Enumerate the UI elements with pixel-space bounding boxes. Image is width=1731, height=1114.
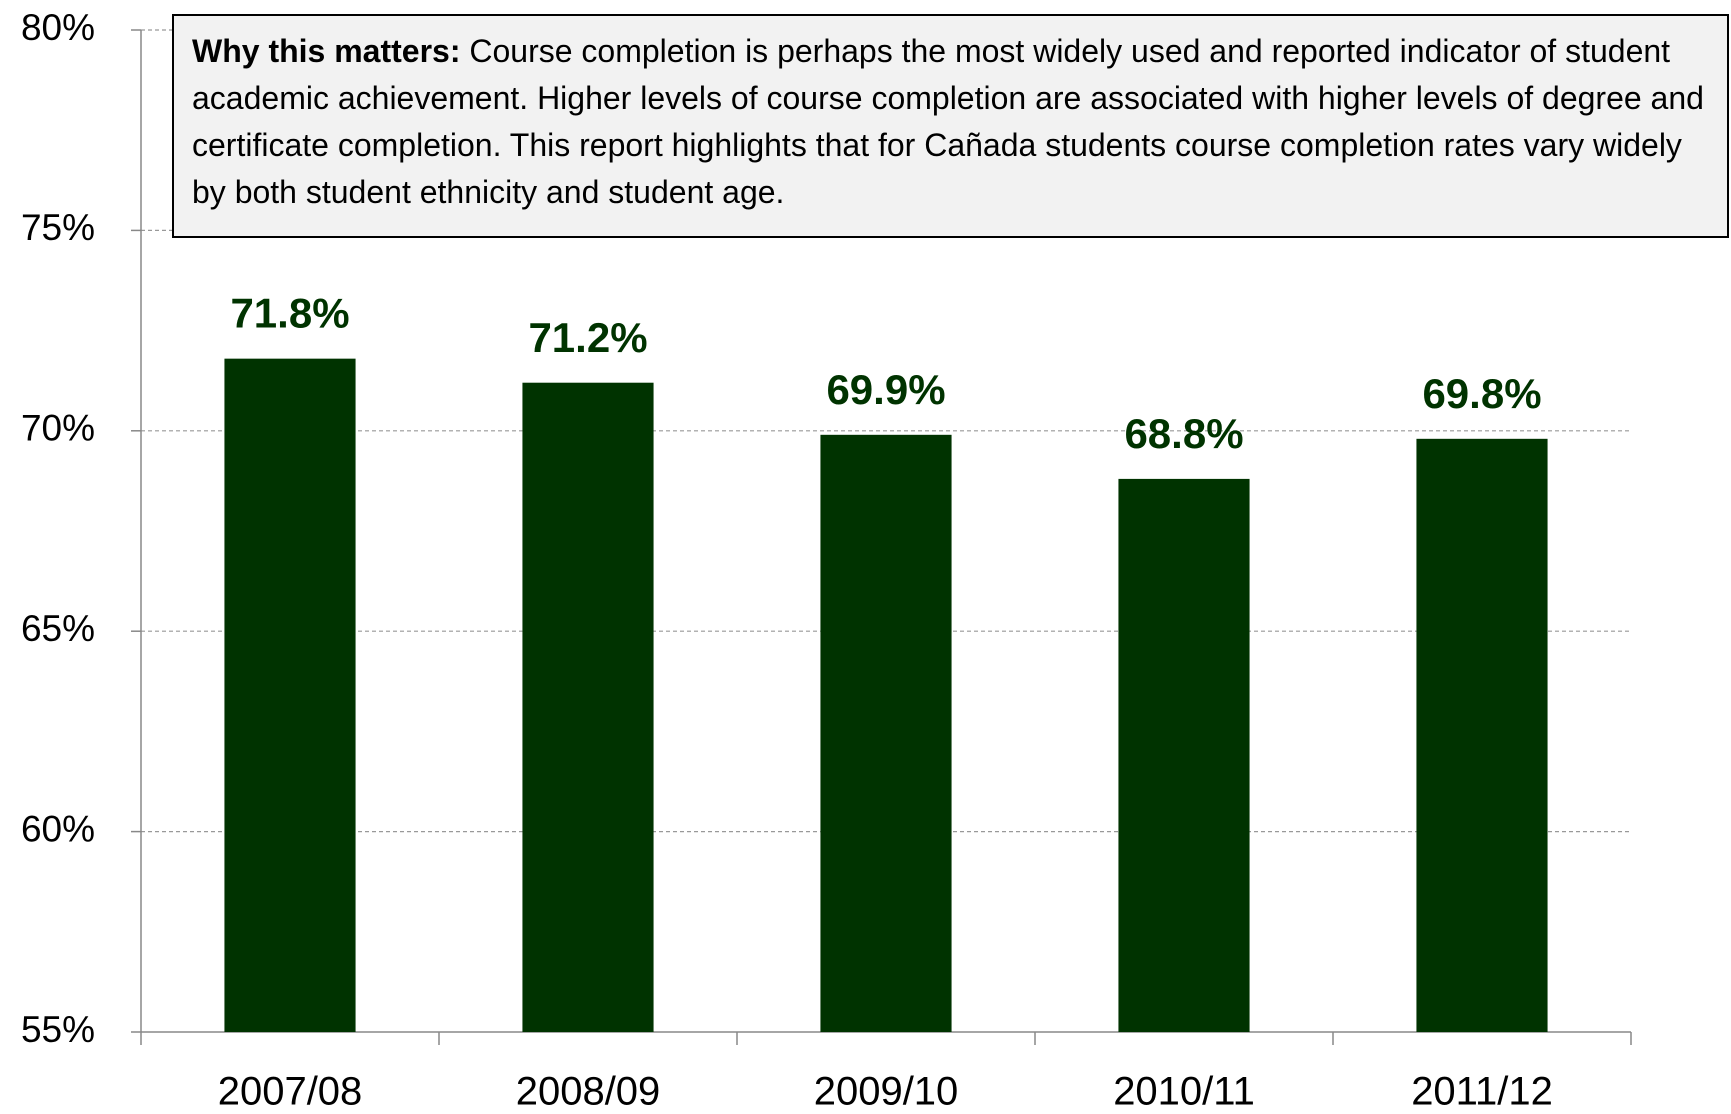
bar: [224, 358, 356, 1032]
value-label: 71.2%: [528, 314, 647, 361]
bar: [1416, 438, 1548, 1032]
bar: [1118, 478, 1250, 1032]
annotation-box: Why this matters: Course completion is p…: [172, 14, 1729, 238]
y-tick-label: 70%: [21, 408, 95, 449]
bar: [820, 434, 952, 1033]
x-tick-label: 2009/10: [814, 1070, 959, 1114]
annotation-text: Course completion is perhaps the most wi…: [192, 33, 1704, 210]
y-tick-label: 75%: [21, 207, 95, 248]
bar: [522, 382, 654, 1033]
value-label: 69.8%: [1422, 370, 1541, 417]
annotation-label: Why this matters:: [192, 33, 461, 69]
x-tick-label: 2007/08: [218, 1070, 363, 1114]
y-tick-label: 60%: [21, 808, 95, 849]
x-tick-label: 2011/12: [1411, 1070, 1553, 1114]
value-label: 69.9%: [826, 366, 945, 413]
y-tick-label: 55%: [21, 1009, 95, 1050]
x-tick-label: 2008/09: [516, 1070, 661, 1114]
y-tick-label: 65%: [21, 608, 95, 649]
value-label: 68.8%: [1124, 410, 1243, 457]
y-tick-label: 80%: [21, 7, 95, 48]
x-tick-label: 2010/11: [1113, 1070, 1255, 1114]
value-label: 71.8%: [230, 290, 349, 337]
